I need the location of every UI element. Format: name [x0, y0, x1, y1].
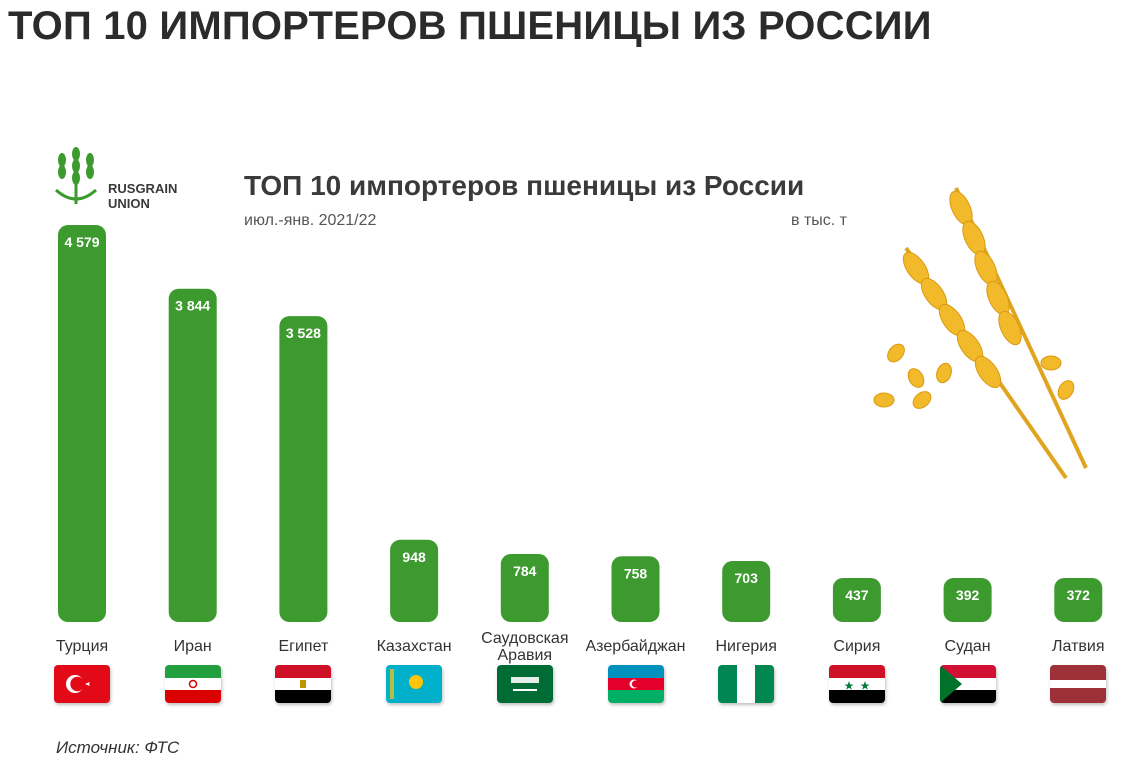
syria-flag-icon: [828, 665, 885, 703]
turkey-flag-icon: [54, 665, 110, 703]
bar-6: [611, 556, 660, 622]
category-label: Латвия: [1052, 638, 1104, 655]
egypt-flag-icon: [275, 665, 332, 703]
category-label: Турция: [56, 638, 108, 655]
bar-8: [832, 578, 881, 622]
category-label: Египет: [278, 638, 328, 655]
category-label: Сирия: [833, 638, 880, 655]
sudan-flag-icon: [939, 665, 996, 703]
logo-text: RUSGRAIN UNION: [108, 181, 178, 211]
bar-value-label: 372: [1067, 587, 1091, 603]
wheat-illustration-icon: [873, 187, 1088, 480]
category-label: Иран: [174, 638, 212, 655]
chart-subtitle: июл.-янв. 2021/22: [244, 212, 377, 229]
azerbaijan-flag-icon: [607, 665, 664, 703]
latvia-flag-icon: [1050, 665, 1107, 703]
category-label: Казахстан: [377, 638, 452, 655]
kazakhstan-flag-icon: [386, 665, 443, 703]
bar-3: [279, 316, 328, 622]
bar-value-label: 3 844: [175, 298, 210, 314]
bar-1: [58, 225, 106, 622]
category-label: Нигерия: [716, 638, 777, 655]
chart-title: ТОП 10 импортеров пшеницы из России: [244, 170, 805, 201]
bar-value-label: 392: [956, 587, 980, 603]
bar-value-label: 3 528: [286, 325, 321, 341]
saudi-arabia-flag-icon: [496, 665, 553, 703]
page-title: ТОП 10 ИМПОРТЕРОВ ПШЕНИЦЫ ИЗ РОССИИ: [8, 4, 932, 48]
bar-5: [500, 554, 549, 622]
bar-2: [168, 288, 217, 622]
category-label: Саудовская Аравия: [481, 630, 568, 664]
bar-4: [390, 539, 439, 622]
bar-value-label: 703: [735, 570, 759, 586]
category-label: Азербайджан: [585, 638, 685, 655]
source-note: Источник: ФТС: [56, 738, 180, 757]
rusgrain-logo: RUSGRAIN UNION: [52, 146, 212, 211]
bar-value-label: 437: [845, 587, 869, 603]
bar-value-label: 758: [624, 565, 648, 581]
wheat-logo-icon: [54, 147, 98, 204]
nigeria-flag-icon: [718, 665, 775, 703]
bar-value-label: 784: [513, 563, 537, 579]
iran-flag-icon: [164, 665, 221, 703]
bar-10: [1054, 578, 1103, 622]
bar-value-label: 4 579: [64, 234, 99, 250]
bar-value-label: 948: [402, 549, 426, 565]
category-label: Судан: [945, 638, 991, 655]
chart-unit: в тыс. т: [791, 212, 847, 229]
bar-9: [943, 578, 992, 622]
bar-7: [722, 561, 771, 622]
